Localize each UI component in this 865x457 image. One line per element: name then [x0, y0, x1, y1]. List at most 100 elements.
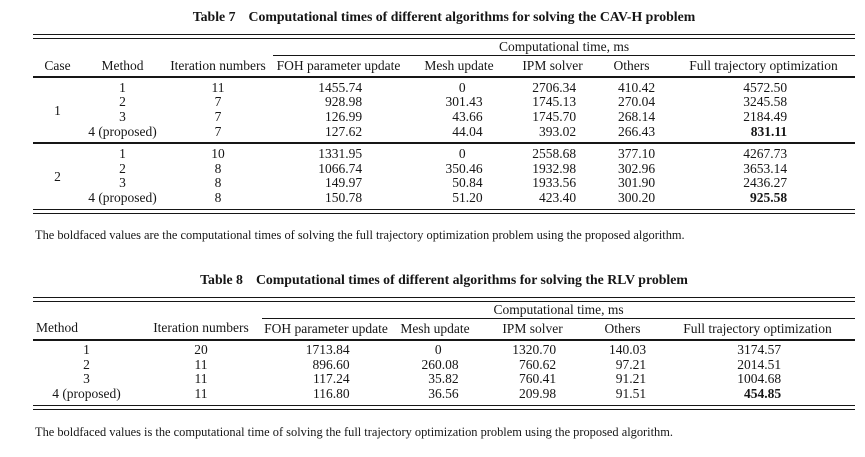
table8-title: Table 8 Computational times of different … — [33, 271, 855, 288]
table7: Computational time, ms Case Method Iteratio… — [33, 39, 856, 209]
method-cell: 1 — [119, 145, 126, 161]
iterations-cell: 11 — [211, 79, 225, 95]
mesh-cell: 35.82 — [390, 372, 480, 387]
column-header: Mesh update — [390, 318, 480, 341]
table-row: 2 1 10 1331.95 0 2558.68 377.10 4267.73 — [33, 143, 855, 184]
case-cell: 1 — [54, 103, 61, 119]
method-cell: 2 — [119, 160, 126, 176]
method-cell: 4 (proposed) — [52, 385, 121, 401]
numeric-value: 1933.56 — [532, 175, 577, 191]
mesh-cell: 0 — [390, 340, 480, 358]
table-row: 4 (proposed) 11 116.80 36.56 209.98 91.51 454.… — [33, 385, 855, 405]
table-row: 2 11 896.60 260.08 760.62 97.21 2014.51 — [33, 356, 855, 373]
numeric-value: 410.42 — [618, 79, 656, 95]
table-row: 3 7 126.99 43.66 1745.70 268.14 2184.49 — [33, 109, 855, 125]
table-row: 3 11 117.24 35.82 760.41 91.21 1004.68 — [33, 372, 855, 387]
rows-group: 1 20 1713.84 0 1320.70 140.03 3174.57 2 11 896.60… — [33, 340, 855, 405]
iterations-cell: 8 — [214, 175, 222, 191]
spanner-header: Computational time, ms — [273, 39, 856, 56]
iterations-cell: 8 — [214, 189, 222, 205]
case-group: 1 1 11 1455.74 0 2706.34 410.42 4572.50 2 7 928.98… — [33, 77, 856, 144]
table-row: 1 20 1713.84 0 1320.70 140.03 3174.57 — [33, 340, 855, 358]
case-cell: 2 — [54, 169, 61, 185]
mesh-cell: 301.43 — [404, 94, 514, 110]
numeric-value: 2558.68 — [532, 145, 577, 161]
table8: Computational time, ms Method Iteration nu… — [33, 301, 856, 405]
column-header: IPM solver — [514, 55, 591, 78]
numeric-value: 1066.74 — [318, 160, 363, 176]
full-optimization-cell: 2436.27 — [672, 176, 855, 191]
cell: Computational time, ms — [33, 301, 856, 319]
numeric-value: 377.10 — [618, 145, 656, 161]
full-optimization-cell: 3174.57 — [660, 340, 855, 358]
others-cell: 300.20 — [591, 189, 672, 209]
table-row: 3 8 149.97 50.84 1933.56 301.90 2436.27 — [33, 176, 855, 191]
table-row: 4 (proposed) 7 127.62 44.04 393.02 266.43 831.… — [33, 123, 855, 144]
numeric-value: 393.02 — [539, 123, 577, 139]
full-optimization-cell: 831.11 — [672, 124, 855, 144]
numeric-value: 44.04 — [452, 123, 483, 139]
foh-cell: 896.60 — [262, 357, 390, 373]
column-header: Mesh update — [404, 55, 514, 78]
numeric-value: 301.43 — [445, 94, 483, 110]
table8-bottom-rule — [33, 404, 855, 410]
numeric-value: 91.51 — [615, 385, 647, 401]
numeric-value: 4572.50 — [743, 79, 788, 95]
ipm-cell: 1745.70 — [514, 109, 591, 125]
numeric-value: 302.96 — [618, 160, 656, 176]
numeric-value: 1331.95 — [318, 145, 363, 161]
others-cell: 140.03 — [585, 340, 660, 358]
others-cell: 302.96 — [591, 160, 672, 177]
full-optimization-cell: 925.58 — [672, 190, 855, 209]
cell: Case Method Iteration numbers FOH parameter… — [33, 55, 856, 78]
foh-cell: 1455.74 — [273, 77, 404, 95]
column-header: Others — [585, 318, 660, 341]
others-cell: 377.10 — [591, 143, 672, 161]
numeric-value: 300.20 — [618, 189, 656, 205]
column-header: Method — [33, 318, 140, 341]
spanner-header: Computational time, ms — [262, 301, 856, 319]
column-header: Iteration numbers — [140, 318, 262, 341]
mesh-cell: 0 — [404, 77, 514, 95]
table7-section: Table 7 Computational times of different … — [33, 8, 856, 243]
ipm-cell: 1932.98 — [514, 160, 591, 177]
numeric-value: 760.62 — [519, 356, 557, 372]
numeric-value: 0 — [434, 342, 442, 358]
mesh-cell: 44.04 — [404, 123, 514, 144]
iterations-cell: 7 — [214, 123, 222, 139]
others-cell: 266.43 — [591, 124, 672, 144]
numeric-value: 3174.57 — [737, 342, 782, 358]
numeric-value: 36.56 — [428, 385, 459, 401]
table8-caption: Computational times of different algorit… — [255, 271, 688, 287]
table-row: 2 8 1066.74 350.46 1932.98 302.96 3653.14 — [33, 160, 855, 177]
column-header: FOH parameter update — [273, 55, 404, 78]
table8-section: Table 8 Computational times of different … — [33, 271, 856, 440]
column-header: Full trajectory optimization — [660, 318, 856, 341]
others-cell: 91.51 — [585, 385, 660, 405]
column-header: Full trajectory optimization — [672, 55, 856, 78]
mesh-cell: 50.84 — [404, 176, 514, 191]
column-header: Method — [82, 55, 163, 78]
numeric-value: 35.82 — [428, 371, 459, 387]
foh-cell: 1066.74 — [273, 160, 404, 177]
ipm-cell: 760.62 — [480, 356, 585, 373]
mesh-cell: 36.56 — [390, 385, 480, 405]
numeric-value: 150.78 — [325, 189, 363, 205]
method-cell: 3 — [119, 175, 126, 191]
mesh-cell: 350.46 — [404, 161, 514, 177]
ipm-cell: 393.02 — [514, 123, 591, 144]
table7-caption: Computational times of different algorit… — [248, 9, 696, 24]
ipm-cell: 423.40 — [514, 190, 591, 209]
table7-footnote: The boldfaced values are the computation… — [35, 227, 685, 242]
method-cell: 3 — [83, 371, 90, 387]
table7-top-rule — [33, 34, 855, 39]
column-header: Iteration numbers — [163, 55, 273, 78]
numeric-value: 4267.73 — [743, 145, 788, 161]
numeric-value: 117.24 — [313, 371, 350, 387]
table8-footnote: The boldfaced values is the computationa… — [35, 424, 673, 439]
numeric-value: 301.90 — [618, 175, 656, 191]
numeric-value: 2014.51 — [737, 356, 782, 372]
numeric-value: 1932.98 — [532, 160, 577, 176]
numeric-value: 50.84 — [452, 175, 483, 191]
full-optimization-cell: 2014.51 — [660, 356, 855, 373]
